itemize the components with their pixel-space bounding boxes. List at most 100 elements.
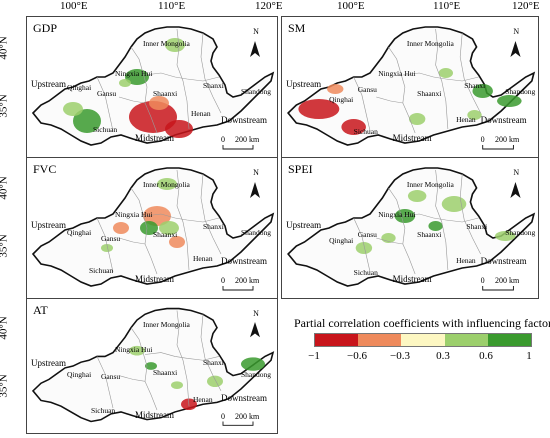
scale-bar-zero: 0: [480, 135, 485, 144]
place-label-shandong: Shandong: [505, 228, 536, 237]
region-label-downstream: Downstream: [480, 115, 527, 125]
scale-bar-distance: 200 km: [235, 411, 260, 421]
correlation-patch: [428, 221, 443, 231]
region-label-upstream: Upstream: [31, 220, 66, 230]
north-arrow-icon: [250, 41, 260, 57]
north-arrow-label: N: [513, 27, 520, 36]
map-panel-at: AT Inner Mongolia Ningxia Hui Qinghai Gansu S…: [26, 298, 278, 434]
place-label-ningxia: Ningxia Hui: [378, 69, 416, 78]
place-label-qinghai: Qinghai: [329, 95, 354, 104]
panel-title-spei: SPEI: [288, 162, 313, 176]
correlation-patch: [241, 357, 265, 371]
place-label-ningxia: Ningxia Hui: [378, 210, 416, 219]
place-label-inner-mongolia: Inner Mongolia: [143, 39, 190, 48]
correlation-patch: [467, 110, 482, 120]
legend-tick-3: −0.3: [390, 350, 410, 362]
legend-tick-1: −1: [308, 350, 320, 362]
region-label-downstream: Downstream: [221, 256, 267, 266]
correlation-patch: [298, 99, 340, 119]
place-label-ningxia: Ningxia Hui: [115, 344, 153, 354]
region-label-downstream: Downstream: [221, 392, 267, 403]
place-label-shanxi: Shanxi: [203, 358, 224, 368]
region-label-midstream: Midstream: [392, 274, 432, 284]
basin-outline: [287, 167, 536, 287]
correlation-patch: [101, 244, 113, 252]
north-arrow-icon: [250, 182, 260, 198]
legend-tick-2: −0.6: [347, 350, 367, 362]
panel-title-sm: SM: [288, 21, 306, 35]
lat-tick-35: 35°N: [0, 234, 10, 258]
place-label-henan: Henan: [191, 109, 211, 118]
legend-tick-4: 0.3: [436, 350, 450, 362]
place-label-shaanxi: Shaanxi: [153, 230, 178, 239]
region-label-upstream: Upstream: [286, 79, 322, 89]
place-label-shanxi: Shanxi: [464, 81, 486, 90]
correlation-patch: [159, 221, 179, 235]
province-boundary: [200, 173, 222, 255]
place-label-sichuan: Sichuan: [93, 125, 118, 134]
scale-bar-distance: 200 km: [235, 276, 260, 285]
correlation-patch: [129, 345, 145, 356]
region-label-upstream: Upstream: [31, 358, 66, 369]
north-arrow-icon: [510, 182, 521, 198]
basin-map: [31, 307, 275, 426]
legend-swatch-3: [401, 334, 445, 346]
lon-tick-120: 120°E: [512, 0, 540, 12]
correlation-patch: [129, 101, 177, 133]
place-label-inner-mongolia: Inner Mongolia: [143, 180, 190, 189]
scale-bar-zero: 0: [221, 276, 225, 285]
scale-bar-zero: 0: [221, 135, 225, 144]
scale-bar-distance: 200 km: [494, 276, 520, 285]
province-boundary: [118, 375, 146, 382]
province-boundary: [200, 32, 222, 114]
province-boundary: [353, 217, 371, 273]
region-label-midstream: Midstream: [135, 410, 174, 421]
map-panel-fvc: FVC Inner Mongolia Ningxia Hui Qinghai Gansu…: [26, 157, 278, 299]
correlation-patch: [143, 206, 171, 226]
province-boundary: [176, 169, 190, 271]
correlation-patch: [171, 381, 183, 389]
lon-tick-100: 100°E: [337, 0, 365, 12]
province-boundary: [353, 76, 371, 132]
lon-tick-120: 120°E: [255, 0, 283, 12]
region-label-midstream: Midstream: [135, 274, 174, 284]
basin-map: [287, 26, 536, 150]
place-label-gansu: Gansu: [357, 85, 377, 94]
correlation-patch: [63, 102, 83, 116]
legend-swatch-1: [315, 334, 359, 346]
province-boundary: [376, 96, 403, 104]
region-label-downstream: Downstream: [480, 256, 527, 266]
scale-bar: [222, 286, 254, 291]
correlation-patch: [327, 84, 344, 94]
scale-bar: [482, 286, 514, 291]
region-label-midstream: Midstream: [392, 133, 432, 143]
place-label-sichuan: Sichuan: [353, 268, 378, 277]
scale-bar-distance: 200 km: [494, 135, 520, 144]
place-label-henan: Henan: [456, 256, 476, 265]
scale-bar-zero: 0: [221, 411, 225, 421]
correlation-patch: [145, 362, 157, 370]
place-label-henan: Henan: [193, 254, 213, 263]
region-label-upstream: Upstream: [286, 220, 322, 230]
north-arrow-label: N: [253, 308, 259, 318]
place-label-qinghai: Qinghai: [67, 83, 92, 92]
province-boundary: [376, 237, 403, 245]
correlation-patch: [169, 236, 185, 248]
legend-swatch-4: [444, 334, 488, 346]
north-arrow-label: N: [513, 168, 520, 177]
basin-map: [287, 167, 536, 291]
lat-tick-40: 40°N: [0, 176, 10, 200]
lat-tick-35: 35°N: [0, 94, 10, 118]
north-arrow-icon: [510, 41, 521, 57]
correlation-patch: [165, 120, 193, 138]
correlation-patch: [165, 38, 185, 52]
scale-bar: [222, 145, 254, 150]
place-label-shanxi: Shanxi: [203, 222, 224, 231]
correlation-patch: [157, 178, 177, 190]
basin-map: [31, 26, 275, 150]
province-boundary: [118, 96, 146, 104]
correlation-patch: [408, 113, 426, 125]
province-boundary: [176, 28, 190, 130]
place-label-gansu: Gansu: [97, 89, 117, 98]
place-label-shandong: Shandong: [241, 369, 271, 379]
